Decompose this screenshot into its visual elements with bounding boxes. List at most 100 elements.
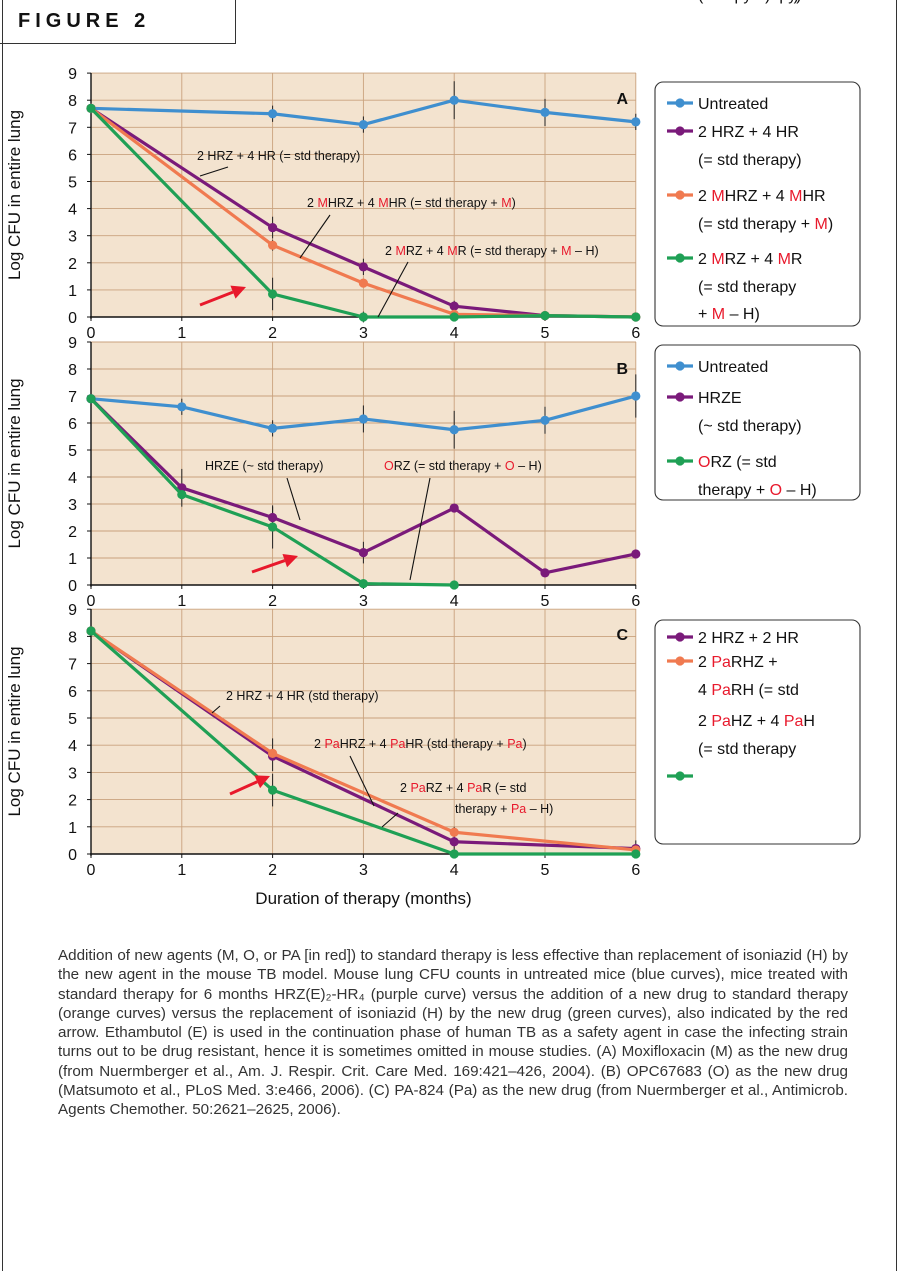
annotation-leader bbox=[409, 477, 431, 581]
annotation-leader bbox=[349, 755, 375, 807]
legend-label: Untreated bbox=[698, 359, 768, 376]
legend-swatch-point bbox=[675, 98, 685, 108]
legend-box bbox=[654, 81, 861, 327]
data-point bbox=[86, 626, 96, 636]
data-point bbox=[358, 278, 368, 288]
legend-entry-add: 2 PaRHZ + 4 PaRH (= std therapy + Pa ) bbox=[667, 0, 799, 699]
data-point bbox=[449, 503, 459, 513]
series-replace bbox=[86, 394, 459, 590]
x-tick-label: 5 bbox=[541, 862, 550, 879]
legend-swatch-point bbox=[675, 253, 685, 263]
legend-label: 2 MRZ + 4 MR bbox=[698, 251, 802, 268]
legend-label: ORZ (= std bbox=[698, 454, 777, 471]
y-tick-label: 0 bbox=[68, 578, 77, 595]
legend-entry-std: 2 HRZ + 4 HR (= std therapy) bbox=[667, 124, 802, 169]
data-point bbox=[631, 117, 641, 127]
y-tick-label: 9 bbox=[68, 602, 77, 619]
x-tick-label: 3 bbox=[359, 325, 368, 342]
figure-label-box: FIGURE 2 bbox=[0, 0, 236, 44]
legend-label: Untreated bbox=[698, 96, 768, 113]
legend-entry-add: 2 MHRZ + 4 MHR (= std therapy + M) bbox=[667, 188, 833, 233]
x-tick-label: 6 bbox=[631, 325, 640, 342]
legend-label: (= std therapy bbox=[698, 741, 796, 758]
legend-label: HRZE bbox=[698, 390, 742, 407]
data-point bbox=[540, 568, 550, 578]
data-point bbox=[631, 849, 641, 859]
data-point bbox=[268, 512, 278, 523]
x-tick-label: 4 bbox=[450, 593, 459, 610]
annotation-text: HRZE (~ std therapy) bbox=[205, 459, 323, 473]
legend-entry-replace: 2 MRZ + 4 MR (= std therapy + M – H) bbox=[667, 251, 802, 323]
y-tick-label: 0 bbox=[68, 310, 77, 327]
data-point bbox=[268, 522, 278, 532]
data-point bbox=[449, 425, 459, 435]
series-line bbox=[90, 629, 636, 852]
legend-entry-std: 2 HRZ + 2 HR (= std therapy) bbox=[667, 0, 802, 647]
legend-label: + M – H) bbox=[698, 306, 760, 323]
annotation: therapy + Pa – H) bbox=[455, 802, 553, 816]
x-tick-label: 1 bbox=[177, 862, 186, 879]
y-tick-label: 4 bbox=[68, 738, 77, 755]
data-point bbox=[358, 262, 368, 272]
legend-swatch-point bbox=[675, 456, 685, 466]
y-tick-label: 2 bbox=[68, 793, 77, 810]
y-tick-label: 3 bbox=[68, 229, 77, 246]
data-point bbox=[268, 109, 278, 119]
annotation-leader bbox=[211, 705, 221, 714]
legend-entry-untreated: Untreated bbox=[667, 96, 768, 113]
annotation: ORZ (= std therapy + O – H) bbox=[384, 459, 542, 581]
y-tick-label: 8 bbox=[68, 93, 77, 110]
legend-swatch-point bbox=[675, 126, 685, 136]
annotation-text: therapy + Pa – H) bbox=[455, 802, 553, 816]
annotation-text: 2 PaHRZ + 4 PaHR (std therapy + Pa) bbox=[314, 737, 527, 751]
y-axis-label: Log CFU in entire lung bbox=[5, 646, 24, 816]
legend-swatch-point bbox=[675, 190, 685, 200]
y-tick-label: 1 bbox=[68, 283, 77, 300]
chart-panel-a: 0 1 2 3 4 5 6 7 8 9 0 1 2 3 4 5 6 Log CFU in entire lung A… bbox=[5, 66, 861, 342]
red-arrow-head bbox=[254, 775, 270, 789]
data-point bbox=[631, 391, 641, 401]
y-tick-label: 7 bbox=[68, 120, 77, 137]
series-untreated bbox=[86, 391, 641, 435]
data-point bbox=[268, 222, 278, 233]
x-tick-label: 0 bbox=[87, 862, 96, 879]
data-point bbox=[449, 827, 459, 837]
annotation-text: 2 HRZ + 4 HR (std therapy) bbox=[226, 689, 378, 703]
data-point bbox=[449, 301, 459, 311]
red-arrow-shaft bbox=[199, 290, 234, 307]
legend-label: 4 PaRH (= std bbox=[698, 682, 799, 699]
annotation: 2 PaRZ + 4 PaR (= std bbox=[381, 781, 527, 828]
x-tick-label: 2 bbox=[268, 862, 277, 879]
legend: Untreated HRZE (~ std therapy) ORZ (= std th… bbox=[654, 344, 861, 501]
annotation-leader bbox=[299, 214, 331, 259]
y-axis-label: Log CFU in entire lung bbox=[5, 378, 24, 548]
series-replace bbox=[86, 103, 641, 322]
y-axis-label: Log CFU in entire lung bbox=[5, 110, 24, 280]
data-point bbox=[86, 394, 96, 404]
y-tick-label: 6 bbox=[68, 416, 77, 433]
data-point bbox=[540, 415, 550, 425]
y-tick-label: 5 bbox=[68, 711, 77, 728]
legend-label: (= std therapy + M) bbox=[698, 216, 833, 233]
y-tick-label: 2 bbox=[68, 524, 77, 541]
data-point bbox=[268, 785, 278, 795]
y-tick-label: 1 bbox=[68, 551, 77, 568]
series-line bbox=[89, 629, 636, 856]
annotation-leader bbox=[286, 477, 301, 521]
x-tick-label: 1 bbox=[177, 593, 186, 610]
legend-label: (= std therapy bbox=[698, 279, 796, 296]
data-point bbox=[358, 579, 368, 589]
annotation-text: ORZ (= std therapy + O – H) bbox=[384, 459, 542, 473]
annotation-text: 2 MHRZ + 4 MHR (= std therapy + M) bbox=[307, 196, 516, 210]
legend-label: therapy + Pa ) bbox=[698, 0, 799, 4]
data-point bbox=[268, 748, 278, 758]
legend-label: 2 MHRZ + 4 MHR bbox=[698, 188, 826, 205]
panel-letter: B bbox=[616, 361, 628, 378]
x-tick-label: 3 bbox=[359, 593, 368, 610]
annotation-leader bbox=[199, 166, 229, 177]
x-tick-label: 4 bbox=[450, 862, 459, 879]
red-arrow-head bbox=[282, 553, 298, 568]
y-tick-label: 6 bbox=[68, 147, 77, 164]
y-tick-label: 5 bbox=[68, 443, 77, 460]
